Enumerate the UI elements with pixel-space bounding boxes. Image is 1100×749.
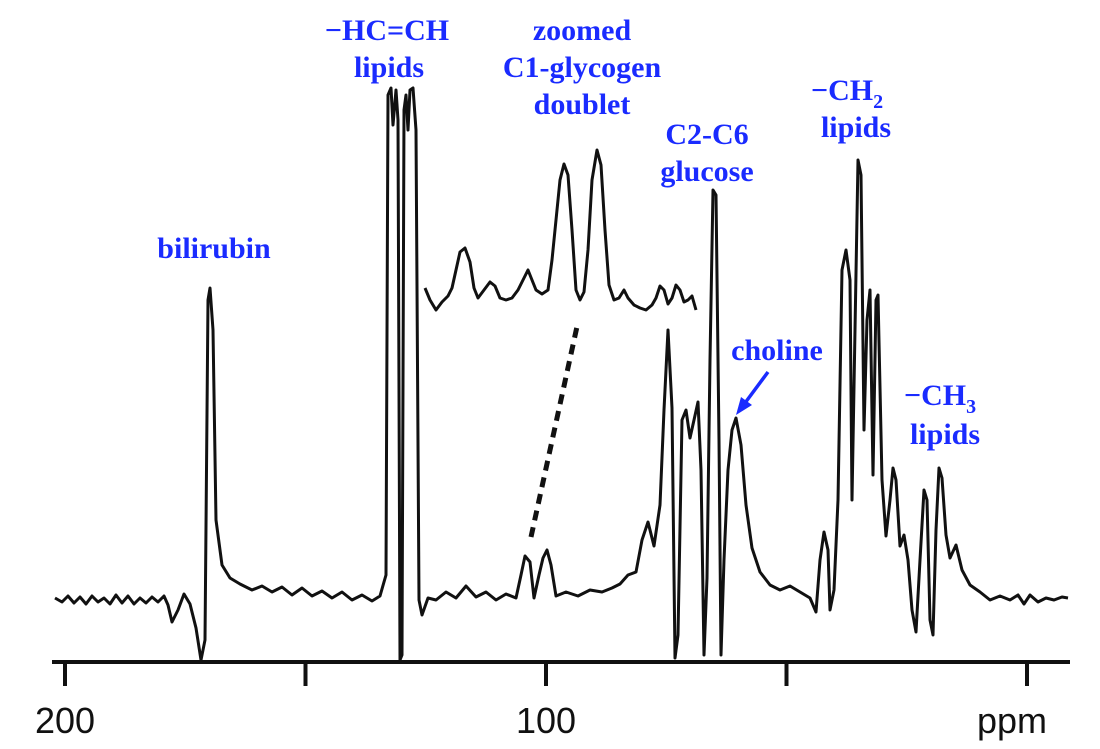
zoomed-inset-trace	[423, 148, 698, 312]
annotation-ch2-line2: lipids	[821, 111, 891, 144]
annotation-ch3-line1: −CH3	[904, 379, 976, 418]
annotation-zoomed-line3: doublet	[534, 88, 631, 121]
annotation-ch3-line2: lipids	[910, 418, 980, 451]
zoom-connector-line	[528, 321, 581, 538]
x-axis-label: ppm	[977, 700, 1047, 741]
annotation-hc-ch-line2: lipids	[354, 51, 424, 84]
annotation-ch2-line1: −CH2	[811, 74, 883, 113]
annotation-c2c6-line2: glucose	[660, 155, 753, 188]
annotation-zoomed-line1: zoomed	[533, 14, 632, 47]
annotation-ch2-text: −CH	[811, 74, 873, 107]
spectrum-trace	[54, 86, 1069, 662]
annotation-ch2-subscript: 2	[873, 91, 883, 113]
annotation-ch3-text: −CH	[904, 379, 966, 412]
choline-arrow	[736, 370, 770, 415]
annotation-ch3-subscript: 3	[966, 396, 976, 418]
annotation-bilirubin: bilirubin	[157, 232, 271, 265]
x-tick-label-100: 100	[516, 700, 576, 741]
annotation-c2c6-line1: C2-C6	[665, 118, 748, 151]
x-tick-label-200: 200	[35, 700, 95, 741]
annotation-hc-ch-line1: −HC=CH	[325, 14, 449, 47]
x-axis-ticks	[63, 662, 1029, 686]
annotation-zoomed-line2: C1-glycogen	[503, 51, 662, 84]
annotation-choline: choline	[731, 334, 823, 367]
